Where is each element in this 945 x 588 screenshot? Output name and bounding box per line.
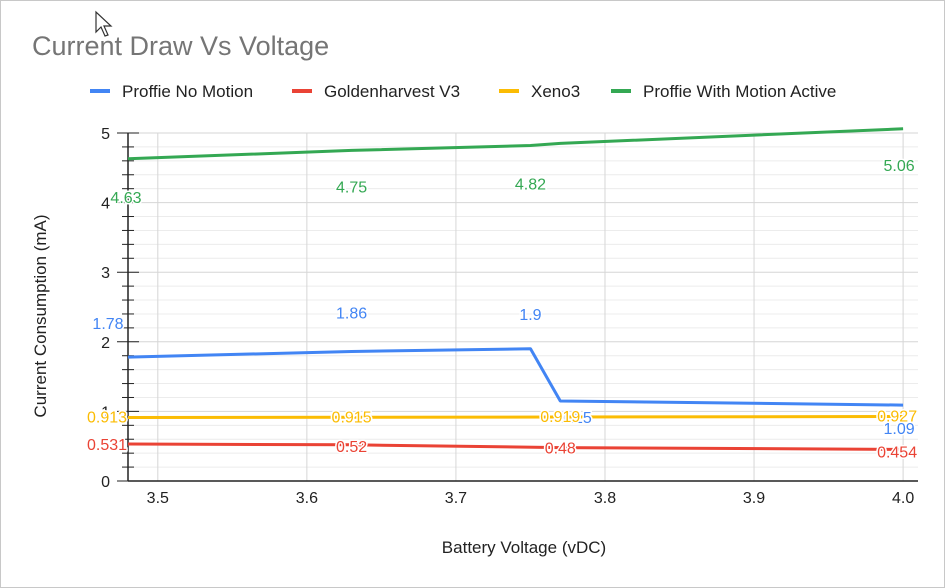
data-label: 5.06: [884, 158, 915, 175]
axes: 0 1 2 3 4 5 3.5 3.6 3.7 3.8 3.9 4.0: [101, 126, 918, 507]
x-tick-label: 3.7: [445, 490, 467, 507]
y-tick-label: 5: [101, 126, 110, 143]
x-tick-label: 3.6: [296, 490, 318, 507]
y-axis-title: Current Consumption (mA): [31, 214, 50, 417]
data-label: 4.63: [110, 190, 141, 207]
x-tick-label: 3.5: [147, 490, 169, 507]
series-line: [127, 415, 904, 419]
y-tick-label: 1: [101, 404, 110, 421]
data-label: 0.919: [540, 409, 580, 426]
legend-label: Goldenharvest V3: [324, 82, 460, 101]
data-label: 4.82: [515, 177, 546, 194]
data-label: 0.52: [336, 439, 367, 456]
data-label: 0.915: [332, 409, 372, 426]
mouse-cursor-icon: [95, 10, 113, 37]
data-label: 0.454: [877, 444, 917, 461]
data-label: 4.75: [336, 179, 367, 196]
y-tick-label: 3: [101, 265, 110, 282]
series-line: [127, 442, 904, 451]
data-label: 1.15: [561, 410, 592, 427]
data-label: 1.86: [336, 306, 367, 323]
data-label: 0.531: [87, 437, 127, 454]
x-tick-label: 3.8: [594, 490, 616, 507]
x-axis-title: Battery Voltage (vDC): [442, 538, 606, 557]
series-line: [127, 127, 904, 161]
legend-label: Xeno3: [531, 82, 580, 101]
data-label: 0.927: [877, 408, 917, 425]
data-label: 1.9: [519, 307, 541, 324]
series-lines: [127, 127, 904, 451]
data-label: 1.09: [884, 421, 915, 438]
legend-item: Xeno3: [499, 82, 580, 101]
legend-item: Proffie No Motion: [90, 82, 253, 101]
y-tick-label: 4: [101, 196, 110, 213]
grid: [128, 132, 918, 481]
y-tick-label: 2: [101, 335, 110, 352]
chart-title: Current Draw Vs Voltage: [32, 31, 329, 61]
data-label: 0.48: [545, 441, 576, 458]
legend-item: Goldenharvest V3: [292, 82, 460, 101]
series-line: [127, 347, 904, 407]
legend-label: Proffie No Motion: [122, 82, 253, 101]
x-tick-label: 4.0: [892, 490, 914, 507]
legend-item: Proffie With Motion Active: [611, 82, 836, 101]
data-label: 0.913: [87, 409, 127, 426]
legend: Proffie No Motion Goldenharvest V3 Xeno3 Pr…: [90, 82, 836, 101]
y-tick-label: 0: [101, 474, 110, 491]
data-label: 1.78: [92, 316, 123, 333]
legend-label: Proffie With Motion Active: [643, 82, 836, 101]
data-labels: 1.78 1.86 1.9 1.15 1.09 0.531 0.52 0.48 0.454 0.9…: [85, 156, 918, 463]
x-tick-label: 3.9: [743, 490, 765, 507]
